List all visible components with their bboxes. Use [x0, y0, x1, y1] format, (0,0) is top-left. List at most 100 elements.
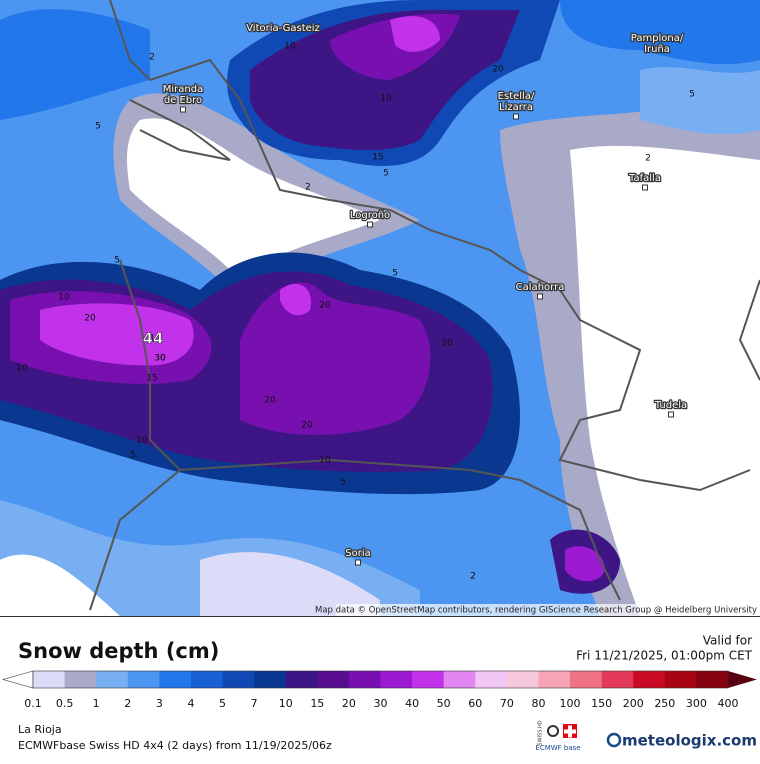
colorbar-cell — [538, 671, 571, 688]
logo-cross — [564, 725, 576, 738]
contour-label: 20 — [441, 339, 453, 349]
snow-area — [250, 10, 520, 150]
colorbar-label: 15 — [310, 697, 324, 710]
contour-label: 2 — [305, 183, 311, 193]
city-name: Lizarra — [499, 102, 533, 113]
legend-title: Snow depth (cm) — [18, 639, 219, 663]
colorbar-label: 1 — [93, 697, 100, 710]
colorbar-label: 20 — [342, 697, 356, 710]
colorbar-label: 30 — [374, 697, 388, 710]
colorbar-frame — [32, 670, 729, 689]
contour-labels: 2102051052522010520103044301510520202010… — [16, 42, 695, 582]
attribution: Map data © OpenStreetMap contributors, r… — [315, 606, 757, 616]
border — [89, 99, 621, 611]
contour-label: 2 — [645, 154, 651, 164]
colorbar-label: 80 — [531, 697, 545, 710]
city-name: de Ebro — [164, 95, 202, 106]
colorbar-label: 60 — [468, 697, 482, 710]
attribution-bg — [336, 604, 760, 616]
colorbar-cell — [64, 671, 97, 688]
contour-label: 10 — [58, 293, 70, 303]
colorbar-cell — [285, 671, 318, 688]
colorbar-label: 4 — [187, 697, 194, 710]
snow-area — [280, 283, 311, 316]
colorbar-cell — [348, 671, 381, 688]
colorbar-end — [728, 671, 757, 688]
city-dot — [355, 559, 361, 566]
colorbar-cell — [33, 671, 65, 688]
brand: meteologix.com — [622, 732, 757, 750]
contour-label: 5 — [689, 90, 695, 100]
colorbar-cell — [190, 671, 223, 688]
contour-label: 20 — [264, 396, 276, 406]
city-dot — [513, 113, 519, 120]
contour-label: 10 — [319, 456, 331, 466]
colorbar: 0.1 0.5 1 2 3 4 5 7 10 15 20 30 40 50 60 70 80 100 150 200 2… — [1, 670, 757, 710]
colorbar-label: 300 — [686, 697, 707, 710]
city-name: Soria — [345, 548, 370, 559]
region: La Rioja — [18, 723, 62, 736]
valid-time: Fri 11/21/2025, 01:00pm CET — [576, 649, 753, 663]
colorbar-cell — [506, 671, 539, 688]
colorbar-cell — [601, 671, 634, 688]
contour-label: 30 — [154, 354, 166, 364]
colorbar-cell — [380, 671, 413, 688]
contour-label: 5 — [392, 269, 398, 279]
colorbar-cell — [254, 671, 287, 688]
snow-area — [640, 67, 760, 135]
city-dot — [537, 293, 543, 300]
colorbar-cell — [222, 671, 255, 688]
contour-label: 15 — [146, 374, 157, 384]
colorbar-label: 50 — [437, 697, 451, 710]
logo-lens — [547, 725, 559, 737]
snow-area — [0, 9, 150, 121]
colorbar-end — [1, 670, 34, 689]
contour-label: 2 — [470, 572, 476, 582]
contour-label: 10 — [136, 436, 148, 446]
logo-top: SWISS HD — [538, 720, 544, 745]
contour-label: 20 — [301, 421, 313, 431]
city-name: Logroño — [350, 210, 390, 221]
contour-label: 5 — [95, 122, 101, 132]
colorbar-cell — [696, 671, 729, 688]
colorbar-label: 3 — [156, 697, 163, 710]
border — [109, 0, 751, 492]
colorbar-cell — [412, 671, 444, 688]
colorbar-cell — [159, 671, 192, 688]
logo-bottom: ECMWF base — [535, 744, 580, 752]
colorbar-cell — [443, 671, 476, 688]
contour-label: 10 — [149, 334, 161, 344]
contour-label: 5 — [383, 169, 389, 179]
contour-label: 2 — [149, 53, 155, 63]
colorbar-label: 2 — [124, 697, 131, 710]
city-name: Calahorra — [516, 282, 565, 293]
city-name: Iruña — [644, 44, 670, 55]
city-name: Pamplona/ — [631, 33, 684, 44]
city-name: Miranda — [163, 84, 203, 95]
contour-label: 10 — [380, 94, 392, 104]
colorbar-label: 0.1 — [24, 697, 42, 710]
colorbar-label: 10 — [279, 697, 293, 710]
snow-area — [127, 118, 381, 279]
colorbar-label: 5 — [219, 697, 226, 710]
contour-label: 5 — [340, 478, 346, 488]
contour-label: 5 — [114, 256, 120, 266]
contour-label: 15 — [372, 153, 383, 163]
contour-label: 20 — [84, 314, 96, 324]
city-dot — [642, 184, 648, 191]
colorbar-label: 400 — [718, 697, 739, 710]
contour-label: 10 — [16, 364, 28, 374]
city-dot — [180, 106, 186, 113]
snow-area — [40, 303, 194, 366]
snow-area — [560, 0, 760, 65]
snow-area — [570, 145, 760, 617]
max-value: 44 — [143, 330, 164, 348]
colorbar-label: 70 — [500, 697, 514, 710]
colorbar-label: 150 — [591, 697, 612, 710]
colorbar-cell — [127, 671, 160, 688]
brand-icon — [606, 732, 622, 748]
colorbar-cell — [475, 671, 508, 688]
